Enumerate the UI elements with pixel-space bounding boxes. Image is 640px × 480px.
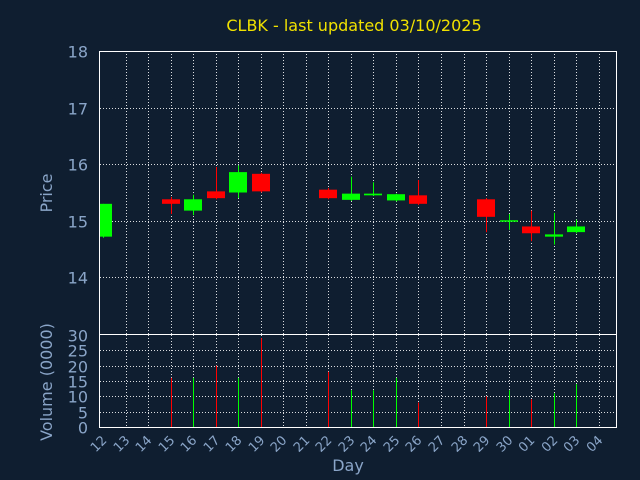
x-tick-label: 13 xyxy=(111,433,133,455)
candle-body xyxy=(409,195,427,204)
price-y-ticks: 14 15 16 17 18 xyxy=(68,43,88,288)
x-tick-label: 25 xyxy=(381,433,403,455)
volume-tick-label: 15 xyxy=(68,373,88,392)
x-tick-label: 18 xyxy=(223,433,245,455)
x-tick-label: 02 xyxy=(539,433,561,455)
candle-body xyxy=(100,203,112,237)
candle-body xyxy=(500,220,518,222)
x-tick-label: 14 xyxy=(133,433,155,455)
volume-gridlines xyxy=(100,335,616,427)
x-tick-label: 12 xyxy=(88,433,110,455)
candle-body xyxy=(162,199,180,204)
price-tick-label: 14 xyxy=(68,269,88,288)
price-tick-label: 18 xyxy=(68,43,88,62)
candle-body xyxy=(545,234,563,237)
x-tick-label: 26 xyxy=(403,433,425,455)
volume-tick-label: 0 xyxy=(78,419,88,438)
price-gridlines xyxy=(100,51,616,334)
x-tick-label: 01 xyxy=(516,433,538,455)
candle-body xyxy=(567,226,585,233)
price-tick-label: 16 xyxy=(68,156,88,175)
volume-tick-label: 25 xyxy=(68,342,88,361)
x-tick-label: 27 xyxy=(426,433,448,455)
x-tick-label: 16 xyxy=(178,433,200,455)
candle-body xyxy=(319,189,337,199)
candle-body xyxy=(522,226,540,234)
x-tick-label: 17 xyxy=(201,433,223,455)
candle-body xyxy=(184,199,202,211)
x-tick-label: 22 xyxy=(313,433,335,455)
candle-body xyxy=(229,172,247,193)
x-tick-label: 04 xyxy=(584,433,606,455)
volume-tick-label: 10 xyxy=(68,388,88,407)
x-tick-label: 20 xyxy=(268,433,290,455)
price-tick-label: 15 xyxy=(68,213,88,232)
volume-tick-label: 5 xyxy=(78,404,88,423)
candle-body xyxy=(387,194,405,201)
x-tick-label: 23 xyxy=(336,433,358,455)
chart-title: CLBK - last updated 03/10/2025 xyxy=(226,16,481,35)
x-tick-label: 19 xyxy=(246,433,268,455)
x-axis-label: Day xyxy=(332,456,364,475)
volume-bars xyxy=(171,338,577,427)
x-tick-label: 15 xyxy=(156,433,178,455)
volume-tick-label: 30 xyxy=(68,327,88,346)
candle-body xyxy=(207,191,225,199)
x-tick-label: 28 xyxy=(449,433,471,455)
volume-panel-frame xyxy=(99,334,617,428)
candle-body xyxy=(252,173,270,192)
candles xyxy=(100,165,585,245)
x-tick-label: 24 xyxy=(358,433,380,455)
volume-tick-label: 20 xyxy=(68,358,88,377)
price-panel-frame xyxy=(99,51,617,335)
candle-body xyxy=(342,193,360,200)
volume-axis-label: Volume (0000) xyxy=(37,323,56,441)
x-ticks: 12 13 14 15 16 17 18 19 20 21 22 23 24 25 26 27 28 29 30 01… xyxy=(88,433,606,455)
price-tick-label: 17 xyxy=(68,100,88,119)
candle-body xyxy=(364,193,382,196)
price-axis-label: Price xyxy=(37,173,56,212)
candle-body xyxy=(477,199,495,217)
x-tick-label: 21 xyxy=(291,433,313,455)
x-tick-label: 30 xyxy=(494,433,516,455)
x-tick-label: 03 xyxy=(561,433,583,455)
x-tick-label: 29 xyxy=(471,433,493,455)
